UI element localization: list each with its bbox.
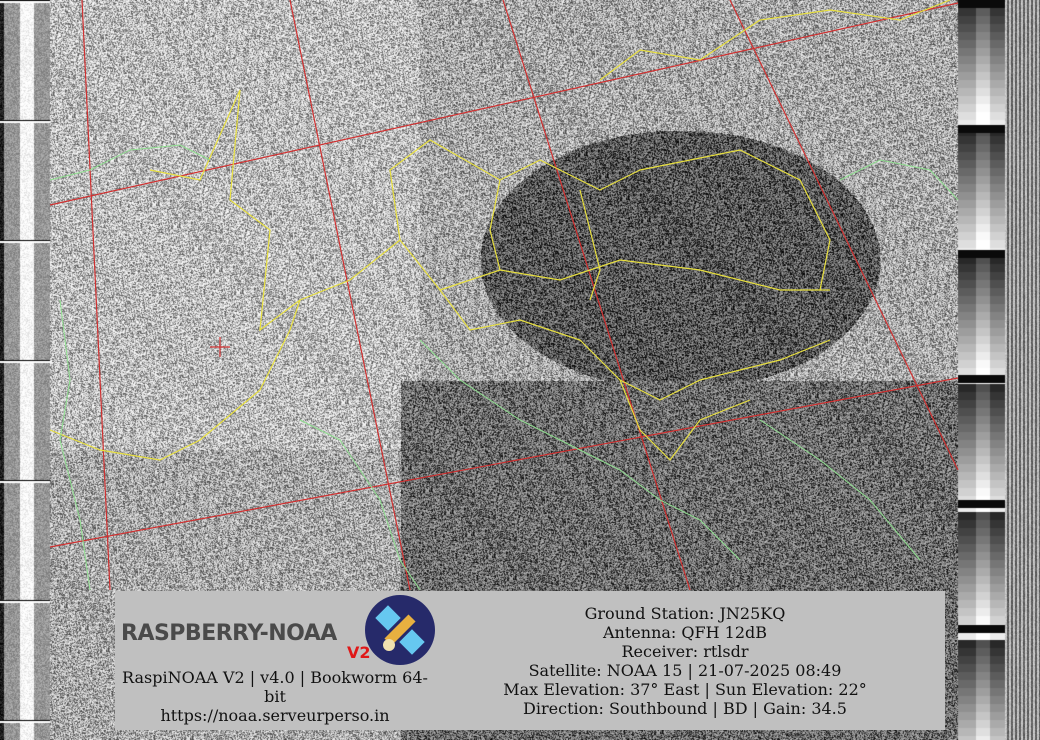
raspberry-noaa-logo: RASPBERRY-NOAA V2 [121,595,435,670]
grid-line [729,0,959,471]
elevation: Max Elevation: 37° East | Sun Elevation:… [503,680,867,699]
border-line [599,0,951,81]
coast-line [59,299,91,591]
station-marker [210,337,230,357]
lat-lon-grid [49,0,959,591]
grid-line [81,0,111,591]
coast-line [839,159,959,201]
grid-line [49,377,959,548]
info-panel: RASPBERRY-NOAA V2 RaspiNOAA V2 | v4.0 | … [115,591,945,730]
site-url: https://noaa.serveurperso.in [160,706,390,725]
coast-line [419,339,741,561]
logo-text: RASPBERRY-NOAA [121,621,337,646]
border-line [49,299,301,461]
coast-line [49,144,211,181]
border-line [149,89,831,332]
border-line [489,179,601,301]
country-borders [49,0,951,461]
receiver: Receiver: rtlsdr [621,642,749,661]
border-line [619,379,751,461]
grid-line [289,0,411,591]
direction: Direction: Southbound | BD | Gain: 34.5 [523,699,847,718]
border-line [399,239,830,291]
satellite: Satellite: NOAA 15 | 21-07-2025 08:49 [528,661,842,680]
pass-info: Ground Station: JN25KQ Antenna: QFH 12dB… [475,604,895,718]
software-info: RaspiNOAA V2 | v4.0 | Bookworm 64- bit h… [115,668,435,725]
version-line-wrap: bit [264,687,286,706]
coast-line [299,419,421,591]
grid-line [502,0,691,591]
coast-line [759,419,921,561]
ground-station: Ground Station: JN25KQ [584,604,786,623]
grid-line [49,2,959,206]
antenna: Antenna: QFH 12dB [603,623,767,642]
coastlines [49,144,959,591]
logo-suffix: V2 [347,643,371,662]
satellite-icon [365,595,435,665]
border-line [439,289,831,401]
version-line: RaspiNOAA V2 | v4.0 | Bookworm 64- [122,668,428,687]
